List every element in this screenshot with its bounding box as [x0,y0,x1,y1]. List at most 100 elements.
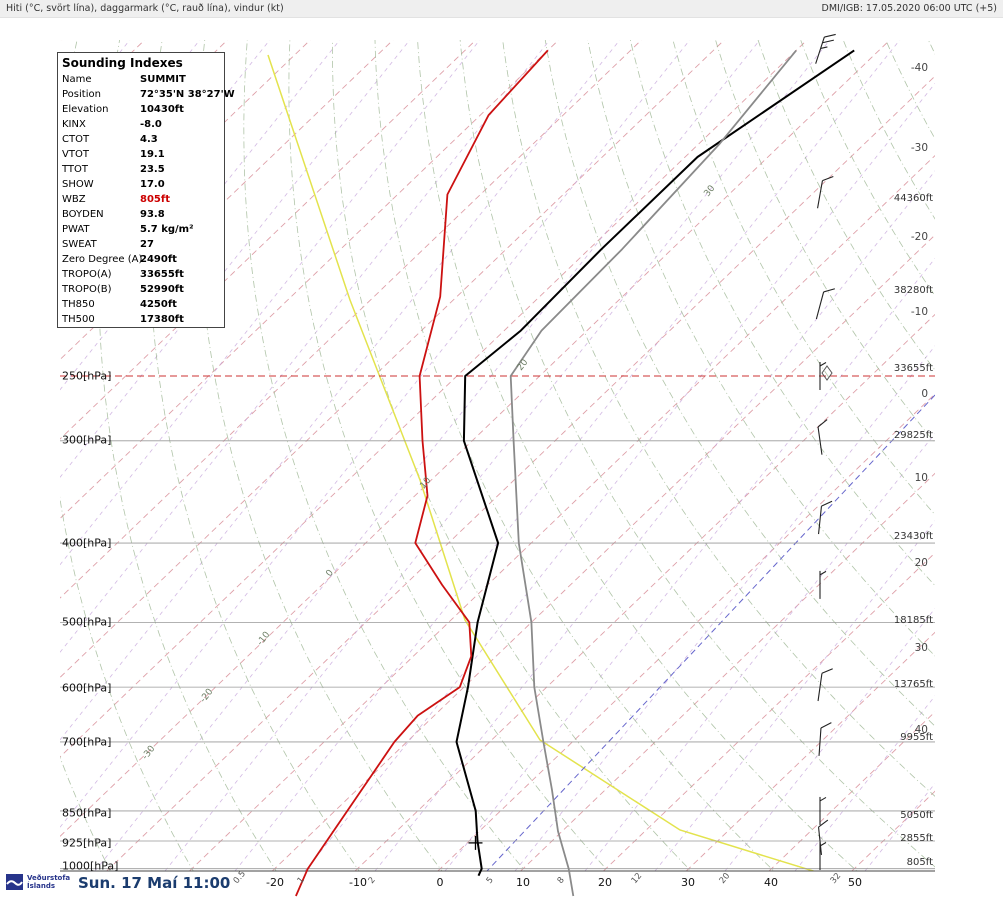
pressure-label: 700[hPa] [62,736,111,749]
isotherm-line [354,313,935,871]
right-temp-label: -20 [911,231,928,243]
index-label: SHOW [62,179,94,190]
grid-lines [60,40,935,871]
yellow-reference-line [267,54,816,871]
altitude-label: 33655ft [894,363,933,374]
pressure-label: 850[hPa] [62,807,111,820]
index-value: 27 [140,239,154,250]
bottom-temp-label: 40 [764,876,778,889]
bottom-temp-label: -20 [266,876,284,889]
isotherm-line [686,631,935,871]
altitude-label: 18185ft [894,615,933,626]
index-value: 52990ft [140,284,184,295]
index-value: 17.0 [140,179,165,190]
index-row-kinx: KINX -8.0 [58,117,224,132]
index-row-wbz: WBZ 805ft [58,192,224,207]
isotherm-line [60,40,477,440]
index-row-vtot: VTOT 19.1 [58,147,224,162]
right-temp-label: 40 [915,724,928,736]
dry-adiabat-line [459,40,935,868]
dry-adiabat-line [374,40,775,871]
wind-barb [818,722,832,756]
index-row-ctot: CTOT 4.3 [58,132,224,147]
wind-barb [819,362,827,390]
altitude-label: 9955ft [900,732,933,743]
wind-barb [817,500,833,535]
index-value: 17380ft [140,314,184,325]
mixing-ratio-line [514,345,935,871]
index-value: 72°35'N 38°27'W [140,89,235,100]
mixing-ratio-label: 8 [556,875,567,886]
adiabat-label: -30 [140,744,157,762]
index-label: KINX [62,119,86,130]
isotherm-line [60,40,394,361]
dewpoint-profile-line [295,49,549,897]
wind-barb [815,33,836,64]
pressure-label: 400[hPa] [62,537,111,550]
wind-barb [819,570,827,599]
index-value: 93.8 [140,209,165,220]
logo-text: Veðurstofa Íslands [27,873,71,890]
diamond-marker [821,365,833,381]
isotherm-line [60,40,559,520]
pressure-label: 1000[hPa] [62,860,118,873]
dry-adiabat-line [243,40,526,871]
blue-reference-line [486,394,935,871]
right-temp-label: 10 [915,472,928,484]
adiabat-label: 10 [418,475,433,490]
index-value: -8.0 [140,119,162,130]
dry-adiabat-line [196,40,443,871]
index-label: TROPO(B) [62,284,112,295]
dry-adiabat-line [715,40,935,444]
bottom-temp-label: 20 [598,876,612,889]
mixing-ratio-label: 12 [630,871,645,886]
dry-adiabat-line [587,40,935,657]
index-label: TTOT [62,164,89,175]
altitude-label: 38280ft [894,285,933,296]
index-row-tropo-b-: TROPO(B) 52990ft [58,282,224,297]
index-value: 10430ft [140,104,184,115]
mixing-ratio-label: 0.5 [232,869,248,886]
index-row-ttot: TTOT 23.5 [58,162,224,177]
dry-adiabat-line [800,40,935,297]
pressure-label: 300[hPa] [62,434,111,447]
dry-adiabat-line [331,40,692,871]
dry-adiabat-line [927,40,935,55]
index-label: Position [62,89,101,100]
wind-barb [817,819,829,855]
pressure-label: 925[hPa] [62,837,111,850]
mixing-ratio-line [60,40,621,741]
index-label: TH500 [62,314,95,325]
mixing-ratio-line [304,82,935,871]
index-label: CTOT [62,134,90,145]
altitude-label: 13765ft [894,679,933,690]
index-row-zero-degree-a-: Zero Degree (A) 2490ft [58,252,224,267]
isotherm-line [603,552,935,871]
isotherm-line [768,711,935,871]
index-row-elevation: Elevation 10430ft [58,102,224,117]
dry-adiabat-line [60,40,194,871]
index-row-th500: TH500 17380ft [58,312,224,327]
model-run-text: DMI/IGB: 17.05.2020 06:00 UTC (+5) [821,3,998,14]
right-temp-label: -30 [911,142,928,154]
mixing-ratio-line [794,695,935,871]
mixing-ratio-line [164,40,831,871]
index-value: 805ft [140,194,171,205]
panel-rows: Name SUMMIT Position 72°35'N 38°27'W Elevati… [58,72,235,327]
isotherm-line [851,790,935,871]
bottom-temp-label: 0 [437,876,444,889]
met-office-logo: Veðurstofa Íslands [6,872,70,892]
altitude-label: 44360ft [894,193,933,204]
adiabat-label: 20 [515,357,530,372]
altitude-label: 23430ft [894,531,933,542]
right-temp-label: 20 [915,557,928,569]
index-label: VTOT [62,149,89,160]
index-label: TH850 [62,299,95,310]
index-value: 4.3 [140,134,158,145]
bottom-temp-label: 50 [848,876,862,889]
wind-barb [817,175,834,209]
index-label: Elevation [62,104,109,115]
mixing-ratio-line [94,40,761,871]
index-row-position: Position 72°35'N 38°27'W [58,87,235,102]
